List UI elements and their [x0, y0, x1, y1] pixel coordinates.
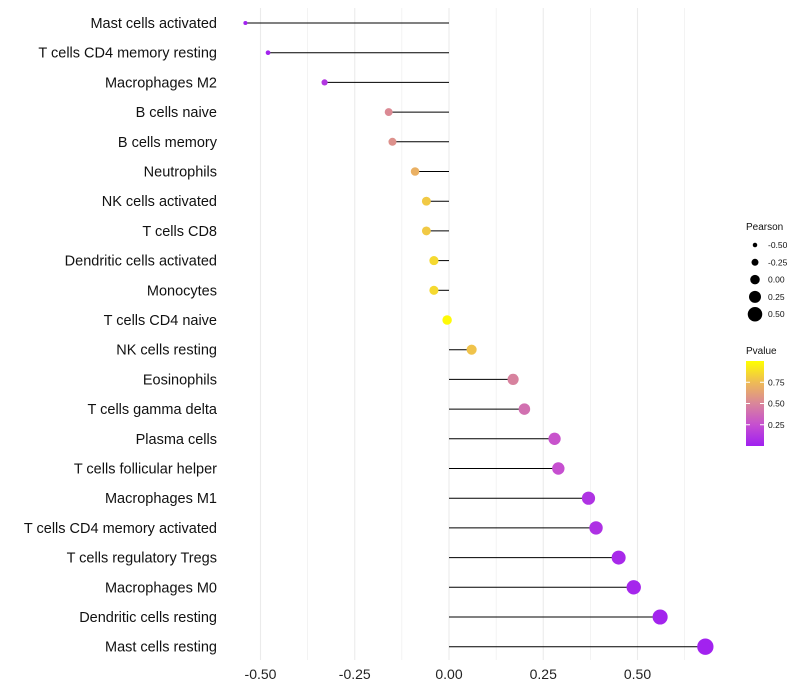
- pearson-legend-key: [751, 258, 759, 266]
- pearson-legend-label: 0.25: [768, 292, 785, 302]
- category-label: T cells regulatory Tregs: [67, 551, 217, 567]
- pearson-legend-label: 0.00: [768, 275, 785, 285]
- category-label: NK cells activated: [102, 194, 217, 210]
- pvalue-legend-label: 0.50: [768, 399, 785, 409]
- category-label: T cells CD4 memory activated: [24, 521, 217, 537]
- lollipop-point: [652, 609, 668, 625]
- category-label: Eosinophils: [143, 372, 217, 388]
- category-label: T cells CD4 memory resting: [38, 46, 217, 62]
- lollipop-point: [518, 403, 531, 415]
- category-label: Macrophages M1: [105, 491, 217, 507]
- grid-lines: [259, 8, 685, 660]
- lollipop-point: [429, 285, 439, 295]
- lollipop-point: [388, 137, 397, 146]
- stems: [245, 22, 706, 648]
- lollipop-point: [421, 196, 431, 206]
- lollipop-point: [384, 108, 393, 117]
- pearson-legend-label: 0.50: [768, 309, 785, 319]
- pvalue-colorbar: [746, 361, 764, 446]
- x-tick-label: 0.50: [624, 666, 651, 682]
- x-tick-label: 0.00: [435, 666, 462, 682]
- category-label: T cells CD4 naive: [104, 313, 217, 329]
- category-label: Neutrophils: [144, 165, 217, 181]
- category-label: T cells CD8: [142, 224, 217, 240]
- x-tick-label: 0.25: [530, 666, 557, 682]
- lollipop-point: [548, 432, 561, 445]
- category-label: B cells memory: [118, 135, 218, 151]
- pearson-legend: Pearson -0.50 -0.25 0.00 0.25 0.50: [746, 222, 788, 322]
- category-label: T cells gamma delta: [88, 402, 218, 418]
- category-label: Dendritic cells activated: [65, 254, 217, 270]
- lollipop-point: [611, 550, 626, 565]
- lollipop-point: [410, 167, 420, 176]
- pvalue-legend: Pvalue 0.25 0.50 0.75: [746, 346, 785, 446]
- pvalue-legend-label: 0.25: [768, 420, 785, 430]
- category-label: B cells naive: [136, 105, 217, 121]
- pearson-legend-key: [749, 290, 761, 303]
- x-tick-label: -0.50: [245, 666, 277, 682]
- lollipop-point: [243, 20, 248, 26]
- points: [243, 20, 714, 655]
- x-tick-label: -0.25: [339, 666, 371, 682]
- pearson-legend-key: [747, 306, 763, 322]
- category-label: Dendritic cells resting: [79, 610, 217, 626]
- lollipop-point: [552, 462, 565, 475]
- category-label: T cells follicular helper: [74, 462, 217, 478]
- category-label: Macrophages M2: [105, 75, 217, 91]
- lollipop-point: [589, 521, 603, 535]
- pearson-legend-label: -0.50: [768, 240, 788, 250]
- category-label: NK cells resting: [116, 343, 217, 359]
- category-label: Monocytes: [147, 283, 217, 299]
- lollipop-point: [581, 491, 596, 505]
- lollipop-point: [507, 373, 519, 385]
- pearson-legend-key: [752, 242, 758, 248]
- pearson-legend-key: [750, 274, 760, 285]
- lollipop-point: [265, 50, 271, 56]
- category-label: Macrophages M0: [105, 580, 217, 596]
- pearson-legend-title: Pearson: [746, 222, 783, 233]
- category-label: Plasma cells: [136, 432, 217, 448]
- lollipop-point: [697, 638, 714, 655]
- lollipop-point: [626, 580, 641, 595]
- lollipop-point: [429, 256, 439, 266]
- pearson-legend-label: -0.25: [768, 257, 788, 267]
- category-label: Mast cells resting: [105, 640, 217, 656]
- lollipop-point: [442, 315, 452, 325]
- y-axis-labels: Mast cells activated T cells CD4 memory r…: [24, 16, 218, 656]
- pvalue-legend-label: 0.75: [768, 377, 785, 387]
- lollipop-point: [421, 226, 431, 236]
- category-label: Mast cells activated: [90, 16, 217, 32]
- lollipop-point: [466, 344, 477, 355]
- pvalue-legend-title: Pvalue: [746, 346, 777, 357]
- x-axis-ticks: -0.50 -0.25 0.00 0.25 0.50: [245, 666, 652, 682]
- lollipop-point: [321, 79, 328, 86]
